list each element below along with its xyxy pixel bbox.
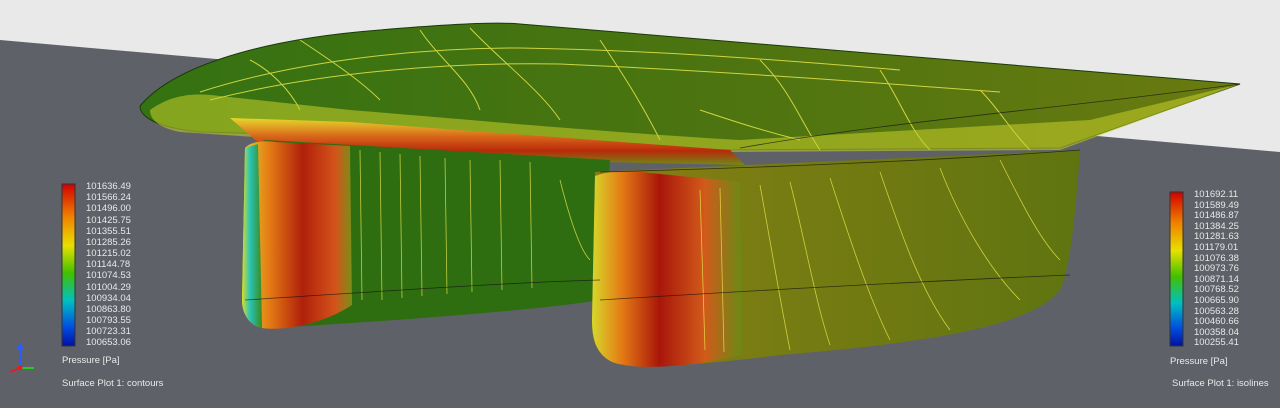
left-legend-ticks: 101636.49 101566.24 101496.00 101425.75 1013… — [86, 182, 196, 348]
right-tick-label: 101589.49 — [1194, 199, 1239, 211]
right-strut-isolines — [699, 159, 1061, 353]
left-tick-label: 101496.00 — [86, 203, 131, 215]
right-tick-label: 101692.11 — [1194, 189, 1239, 200]
left-tick-label: 101636.49 — [86, 181, 131, 192]
pressure-ridge — [230, 118, 745, 165]
left-legend-colorbar — [61, 183, 76, 347]
right-plot-label: Surface Plot 1: isolines — [1172, 378, 1269, 389]
right-tick-label: 101281.63 — [1194, 231, 1239, 243]
axis-triad-icon — [9, 342, 34, 373]
left-strut-isolines — [359, 149, 591, 301]
left-strut-front — [242, 141, 352, 329]
left-tick-label: 100793.55 — [86, 315, 131, 327]
right-tick-label: 101486.87 — [1194, 210, 1239, 222]
left-tick-label: 100863.80 — [86, 303, 131, 315]
left-tick-label: 100723.31 — [86, 326, 131, 338]
hull-outline — [244, 83, 1241, 301]
right-legend-ticks: 101692.11 101589.49 101486.87 101384.25 1012… — [1194, 190, 1280, 348]
left-tick-label: 101285.26 — [86, 236, 131, 248]
right-strut-front — [592, 171, 742, 367]
right-tick-label: 100563.28 — [1194, 305, 1239, 317]
right-legend-unit: Pressure [Pa] — [1170, 356, 1228, 367]
right-tick-label: 101384.25 — [1194, 220, 1239, 232]
right-tick-label: 100973.76 — [1194, 263, 1239, 275]
left-legend: 101636.49 101566.24 101496.00 101425.75 1013… — [60, 182, 210, 382]
right-tick-label: 101076.38 — [1194, 252, 1239, 264]
right-tick-label: 100665.90 — [1194, 294, 1239, 306]
right-legend: 101692.11 101589.49 101486.87 101384.25 1012… — [1168, 190, 1280, 390]
right-tick-label: 100460.66 — [1194, 316, 1239, 328]
left-plot-label: Surface Plot 1: contours — [62, 378, 164, 389]
left-tick-label: 101566.24 — [86, 192, 131, 204]
left-tick-label: 100653.06 — [86, 337, 131, 349]
left-tick-label: 101355.51 — [86, 225, 131, 237]
left-tick-label: 101215.02 — [86, 248, 131, 260]
left-tick-label: 101074.53 — [86, 270, 131, 282]
right-legend-colorbar — [1169, 191, 1184, 347]
left-tick-label: 101425.75 — [86, 214, 131, 226]
right-tick-label: 100255.41 — [1194, 337, 1239, 349]
left-tick-label: 100934.04 — [86, 292, 131, 304]
left-legend-unit: Pressure [Pa] — [62, 355, 120, 366]
left-strut-edge — [242, 144, 262, 328]
right-tick-label: 101179.01 — [1194, 241, 1239, 253]
right-tick-label: 100871.14 — [1194, 273, 1239, 285]
right-tick-label: 100358.04 — [1194, 326, 1239, 338]
right-tick-label: 100768.52 — [1194, 284, 1239, 296]
left-tick-label: 101004.29 — [86, 281, 131, 293]
left-tick-label: 101144.78 — [86, 259, 131, 271]
